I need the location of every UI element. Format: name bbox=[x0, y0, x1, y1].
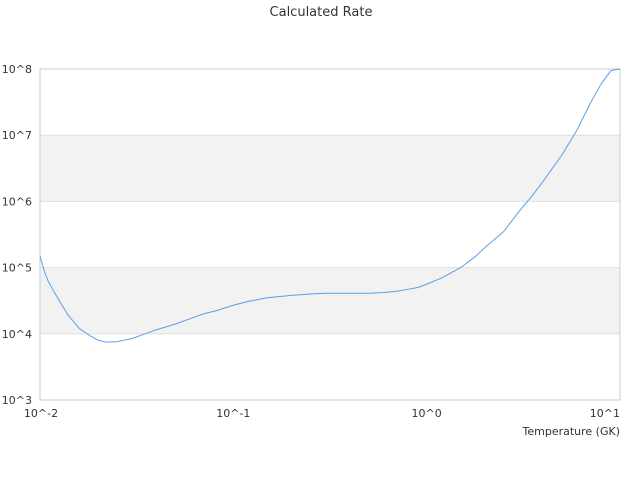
x-tick-label: 10^0 bbox=[412, 407, 442, 420]
gridlines bbox=[40, 68, 620, 401]
x-axis-ticks: 10^-2 10^-1 10^0 10^1 bbox=[24, 407, 620, 420]
plot-frame bbox=[39, 68, 621, 401]
x-axis-label: Temperature (GK) bbox=[522, 425, 621, 438]
x-tick-label: 10^-2 bbox=[24, 407, 58, 420]
y-tick-label: 10^4 bbox=[2, 328, 32, 341]
grid-bands bbox=[40, 135, 620, 334]
chart-title: Calculated Rate bbox=[270, 5, 373, 20]
series-line bbox=[39, 68, 621, 343]
grid-band bbox=[40, 135, 620, 202]
y-tick-label: 10^8 bbox=[2, 63, 32, 76]
grid-band bbox=[40, 267, 620, 334]
y-tick-label: 10^6 bbox=[2, 195, 32, 208]
y-tick-label: 10^5 bbox=[2, 262, 32, 275]
y-axis-ticks: 10^3 10^4 10^5 10^6 10^7 10^8 bbox=[2, 63, 32, 407]
series-group bbox=[39, 68, 621, 343]
x-tick-label: 10^1 bbox=[590, 407, 620, 420]
y-tick-label: 10^3 bbox=[2, 394, 32, 407]
x-tick-label: 10^-1 bbox=[216, 407, 250, 420]
y-tick-label: 10^7 bbox=[2, 129, 32, 142]
